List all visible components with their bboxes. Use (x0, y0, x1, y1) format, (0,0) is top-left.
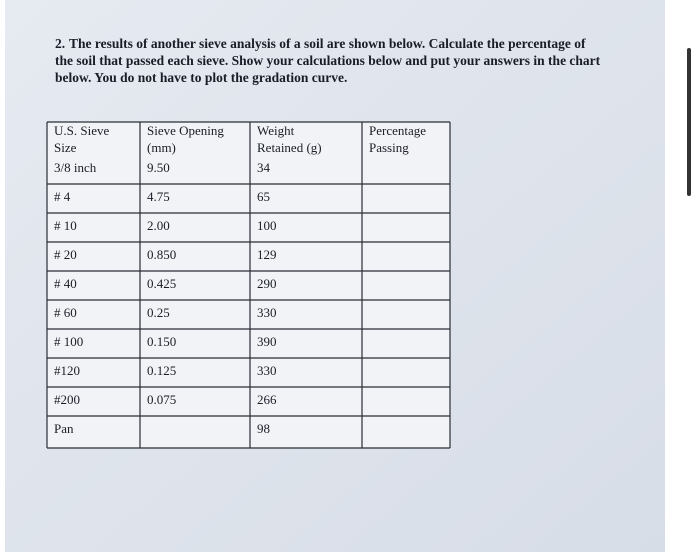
table-cell: Pan (54, 421, 74, 436)
table-cell: 9.50 (147, 160, 170, 175)
question-line: the soil that passed each sieve. Show yo… (55, 53, 601, 68)
table-cell: 330 (257, 305, 277, 320)
table-cell: 290 (257, 276, 277, 291)
table-cell: 0.850 (147, 247, 176, 262)
table-cell: # 60 (54, 305, 77, 320)
table-cell: 4.75 (147, 189, 170, 204)
header-cell: Weight (257, 123, 295, 138)
header-cell: Sieve Opening (147, 123, 224, 138)
table-cell: 129 (257, 247, 277, 262)
table-cell: 0.25 (147, 305, 170, 320)
table-cell: #200 (54, 392, 80, 407)
table-cell: # 40 (54, 276, 77, 291)
table-cell: 2.00 (147, 218, 170, 233)
table-cell: 390 (257, 334, 277, 349)
scrollbar (687, 48, 691, 196)
table-cell: 65 (257, 189, 270, 204)
table-cell: 266 (257, 392, 277, 407)
table: U.S. Sieve Size Sieve Opening (mm) Weight Ret… (46, 121, 451, 449)
table-cell: 98 (257, 421, 270, 436)
header-cell: Size (54, 140, 77, 155)
header-cell: U.S. Sieve (54, 123, 109, 138)
header-cell: (mm) (147, 140, 176, 155)
table-background (47, 122, 450, 448)
question-number: 2. (55, 36, 65, 51)
table-cell: 0.075 (147, 392, 176, 407)
table-cell: 0.425 (147, 276, 176, 291)
table-cell: # 10 (54, 218, 77, 233)
header-cell: Retained (g) (257, 140, 322, 155)
question-line: The results of another sieve analysis of… (69, 36, 586, 51)
header-cell: Percentage (369, 123, 426, 138)
table-cell: #120 (54, 363, 80, 378)
question-line: below. You do not have to plot the grada… (55, 70, 347, 85)
table-cell: 34 (257, 160, 271, 175)
table-cell: 0.150 (147, 334, 176, 349)
table-cell: # 100 (54, 334, 83, 349)
header-cell: Passing (369, 140, 409, 155)
table-cell: # 20 (54, 247, 77, 262)
table-cell: 100 (257, 218, 277, 233)
table-cell: # 4 (54, 189, 71, 204)
table-cell: 3/8 inch (54, 160, 97, 175)
table-cell: 0.125 (147, 363, 176, 378)
table-cell: 330 (257, 363, 277, 378)
